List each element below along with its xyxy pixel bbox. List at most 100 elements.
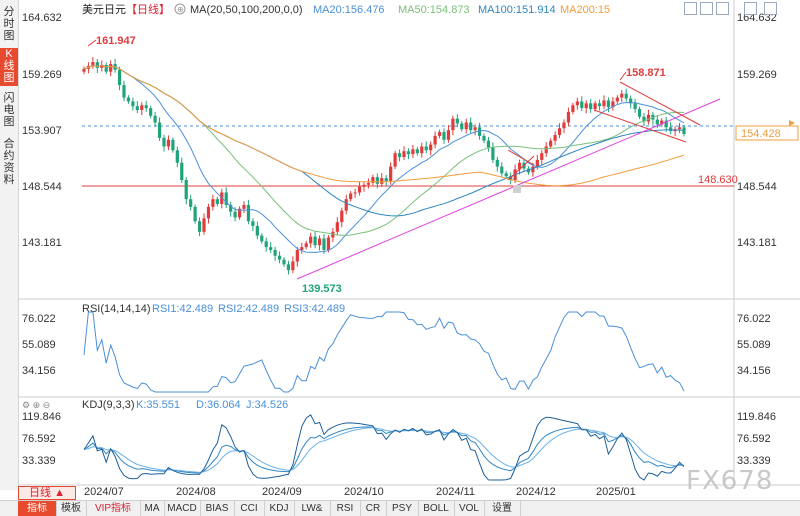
candle-body[interactable] — [189, 199, 193, 207]
candle-body[interactable] — [366, 182, 371, 185]
candle-body[interactable] — [557, 128, 562, 135]
tab-psy[interactable]: PSY — [386, 501, 419, 516]
candle-body[interactable] — [491, 147, 495, 160]
tab-rsi[interactable]: RSI — [330, 501, 361, 516]
zoom-in-button[interactable] — [700, 2, 713, 15]
candle-body[interactable] — [637, 109, 642, 117]
candle-body[interactable] — [380, 178, 384, 184]
candle-body[interactable] — [371, 177, 375, 183]
candle-body[interactable] — [313, 236, 317, 246]
candle-body[interactable] — [206, 206, 211, 219]
candle-body[interactable] — [224, 192, 228, 205]
layout-button[interactable] — [716, 2, 729, 15]
candle-body[interactable] — [237, 208, 242, 218]
candle-body[interactable] — [633, 103, 637, 110]
candle-body[interactable] — [140, 105, 144, 111]
candle-body[interactable] — [660, 120, 664, 125]
candle-body[interactable] — [504, 173, 508, 177]
candle-body[interactable] — [393, 153, 397, 167]
tab-lightning[interactable]: 闪电图 — [3, 92, 15, 128]
candle-body[interactable] — [629, 98, 633, 104]
candle-body[interactable] — [517, 162, 522, 170]
candle-body[interactable] — [500, 166, 504, 174]
candle-body[interactable] — [157, 122, 162, 138]
candle-body[interactable] — [433, 135, 437, 145]
candle-body[interactable] — [451, 118, 455, 131]
fullscreen-button[interactable] — [744, 2, 757, 15]
candle-body[interactable] — [335, 222, 339, 232]
candle-body[interactable] — [277, 255, 282, 260]
candle-body[interactable] — [322, 238, 326, 250]
zoom-out-button[interactable] — [684, 2, 697, 15]
candle-body[interactable] — [553, 134, 557, 141]
candle-body[interactable] — [300, 247, 304, 250]
channel-lower-line[interactable] — [593, 109, 687, 143]
tab-lw[interactable]: LW& — [294, 501, 331, 516]
candle-body[interactable] — [482, 135, 486, 141]
channel-upper-line[interactable] — [619, 81, 701, 126]
candle-body[interactable] — [486, 140, 491, 148]
candle-body[interactable] — [295, 249, 299, 262]
candle-body[interactable] — [415, 149, 419, 154]
candle-body[interactable] — [593, 103, 597, 110]
tab-indicators[interactable]: 指标 — [18, 501, 57, 516]
flag-line[interactable] — [507, 149, 535, 166]
candle-body[interactable] — [477, 127, 482, 136]
candle-body[interactable] — [255, 226, 259, 236]
candle-body[interactable] — [104, 64, 108, 72]
candle-body[interactable] — [549, 140, 553, 147]
candle-body[interactable] — [620, 93, 624, 98]
candle-body[interactable] — [682, 127, 686, 134]
candle-body[interactable] — [149, 108, 153, 116]
candle-body[interactable] — [669, 127, 673, 132]
candle-body[interactable] — [540, 153, 544, 160]
candle-body[interactable] — [424, 146, 428, 151]
tab-bias[interactable]: BIAS — [200, 501, 235, 516]
candle-body[interactable] — [197, 221, 202, 232]
candle-body[interactable] — [251, 221, 255, 227]
candle-body[interactable] — [95, 62, 99, 68]
candle-body[interactable] — [384, 178, 388, 181]
candle-body[interactable] — [402, 151, 406, 157]
ma-settings-icon[interactable] — [174, 3, 186, 15]
candle-body[interactable] — [211, 199, 215, 207]
candle-body[interactable] — [349, 193, 353, 200]
candle-body[interactable] — [100, 64, 104, 68]
candle-body[interactable] — [642, 116, 646, 122]
candle-body[interactable] — [162, 137, 166, 147]
candle-body[interactable] — [664, 120, 668, 128]
candle-body[interactable] — [82, 68, 86, 72]
candle-body[interactable] — [273, 249, 277, 256]
candle-body[interactable] — [655, 119, 659, 125]
candle-body[interactable] — [589, 103, 593, 110]
candle-body[interactable] — [282, 259, 286, 265]
tab-ma[interactable]: MA — [140, 501, 165, 516]
candle-body[interactable] — [153, 115, 157, 123]
candle-body[interactable] — [291, 261, 295, 271]
candle-body[interactable] — [584, 103, 588, 109]
tab-templates[interactable]: 模板 — [56, 501, 87, 516]
candle-body[interactable] — [566, 111, 571, 123]
candle-body[interactable] — [131, 101, 135, 107]
candle-body[interactable] — [309, 236, 313, 244]
candle-body[interactable] — [624, 93, 628, 99]
candle-body[interactable] — [326, 237, 331, 250]
tab-vol[interactable]: VOL — [454, 501, 485, 516]
candle-body[interactable] — [446, 130, 451, 140]
candle-body[interactable] — [455, 118, 459, 124]
candle-body[interactable] — [611, 101, 615, 108]
tab-macd[interactable]: MACD — [164, 501, 201, 516]
candle-body[interactable] — [677, 127, 682, 130]
tab-settings[interactable]: 设置 — [484, 501, 521, 516]
candle-body[interactable] — [406, 151, 411, 155]
candle-body[interactable] — [135, 106, 139, 111]
candle-body[interactable] — [91, 62, 95, 66]
candle-body[interactable] — [469, 122, 473, 131]
candle-body[interactable] — [304, 243, 308, 248]
candle-body[interactable] — [429, 144, 433, 151]
candle-body[interactable] — [464, 122, 468, 130]
candle-body[interactable] — [460, 123, 464, 130]
candle-body[interactable] — [317, 238, 322, 246]
candle-body[interactable] — [264, 241, 268, 248]
candle-body[interactable] — [202, 218, 206, 232]
